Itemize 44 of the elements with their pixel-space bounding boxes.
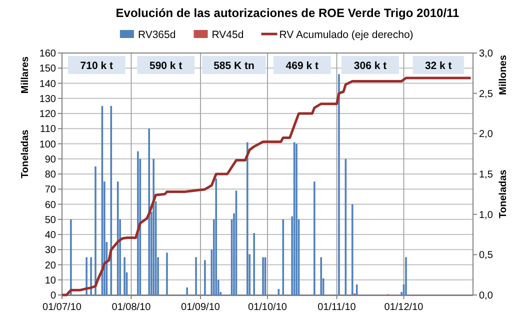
x-tick-label: 01/10/10 xyxy=(248,302,288,313)
legend-label: RV45d xyxy=(212,29,244,41)
annotation: 710 k t xyxy=(80,60,114,72)
x-tick-label: 01/11/10 xyxy=(318,302,356,313)
y-tick-label: 140 xyxy=(39,78,56,90)
y-tick-label: 50 xyxy=(44,214,56,226)
y-tick-label: 70 xyxy=(44,184,56,196)
text: Millares xyxy=(20,56,31,94)
legend-label: RV365d xyxy=(138,29,176,41)
y2-tick-label: 1,0 xyxy=(479,210,494,221)
legend-label: RV Acumulado (eje derecho) xyxy=(279,29,414,41)
y-tick-label: 40 xyxy=(44,230,56,241)
y-tick-label: 0 xyxy=(50,290,56,302)
annotation: 585 K tn xyxy=(214,60,254,72)
y-tick-label: 120 xyxy=(39,109,56,120)
y-tick-label: 130 xyxy=(39,94,56,105)
chart-title: Evolución de las autorizaciones de ROE Verde Trigo 2010/11 xyxy=(116,6,460,20)
y2-tick-label: 0,0 xyxy=(479,290,494,302)
x-tick-label: 01/07/10 xyxy=(42,302,82,313)
y-tick-label: 10 xyxy=(44,275,56,286)
y-tick-label: 110 xyxy=(40,124,56,136)
annotation: 590 k t xyxy=(150,60,183,72)
y-tick-label: 90 xyxy=(44,154,56,166)
annotation: 469 k t xyxy=(286,60,319,72)
y2-tick-label: 3,0 xyxy=(479,48,494,60)
annotation: 306 k t xyxy=(354,60,388,72)
annotation: 32 k t xyxy=(424,60,452,72)
text: Millones xyxy=(498,54,509,96)
y-tick-label: 60 xyxy=(44,200,56,211)
y-tick-label: 150 xyxy=(39,64,56,75)
y-tick-label: 20 xyxy=(44,260,56,272)
y2-tick-label: 0,5 xyxy=(479,250,494,262)
y2-tick-label: 2,5 xyxy=(479,88,494,100)
x-tick-label: 01/08/10 xyxy=(112,302,152,313)
x-tick-label: 01/12/10 xyxy=(384,302,424,313)
y2-tick-label: 2,0 xyxy=(479,129,494,140)
y2-axis-title: Toneladas xyxy=(498,169,509,218)
y2-tick-label: 1,5 xyxy=(479,170,494,180)
y-tick-label: 160 xyxy=(39,48,56,60)
y-tick-label: 30 xyxy=(44,245,56,256)
y-tick-label: 80 xyxy=(44,170,56,180)
y-axis-title: Toneladas xyxy=(20,129,31,178)
y-tick-label: 100 xyxy=(39,139,56,150)
x-tick-label: 01/09/10 xyxy=(181,302,220,313)
